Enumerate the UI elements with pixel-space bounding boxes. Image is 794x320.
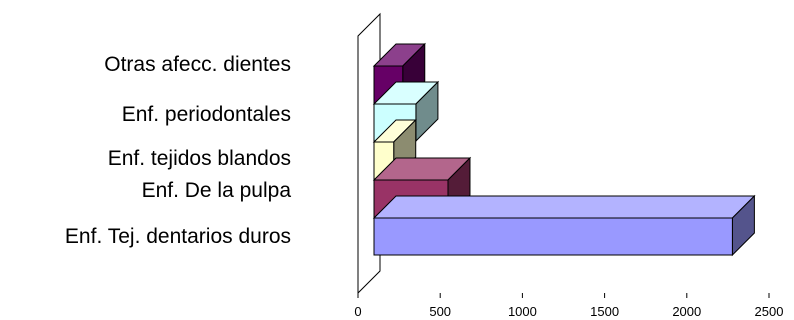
category-labels: Otras afecc. dientes Enf. periodontales En… (65, 53, 291, 248)
x-tick-label: 1500 (590, 304, 619, 319)
x-tick-label: 1000 (508, 304, 537, 319)
bar-5 (372, 194, 756, 257)
x-tick-label: 500 (429, 304, 451, 319)
category-label: Enf. periodontales (122, 103, 291, 126)
bar-top-face (372, 195, 756, 219)
x-tick-label: 0 (354, 304, 361, 319)
chart-walls (357, 12, 381, 295)
side-wall (357, 12, 381, 295)
chart-bars (372, 42, 756, 257)
category-label: Otras afecc. dientes (104, 53, 291, 76)
x-tick-label: 2000 (672, 304, 701, 319)
bar-front-face (373, 217, 733, 256)
x-axis: 0 500 1000 1500 2000 2500 (354, 293, 783, 319)
x-tick-label: 2500 (755, 304, 784, 319)
category-label: Enf. tejidos blandos (108, 147, 291, 170)
category-label: Enf. Tej. dentarios duros (65, 225, 291, 248)
category-label: Enf. De la pulpa (142, 179, 292, 202)
